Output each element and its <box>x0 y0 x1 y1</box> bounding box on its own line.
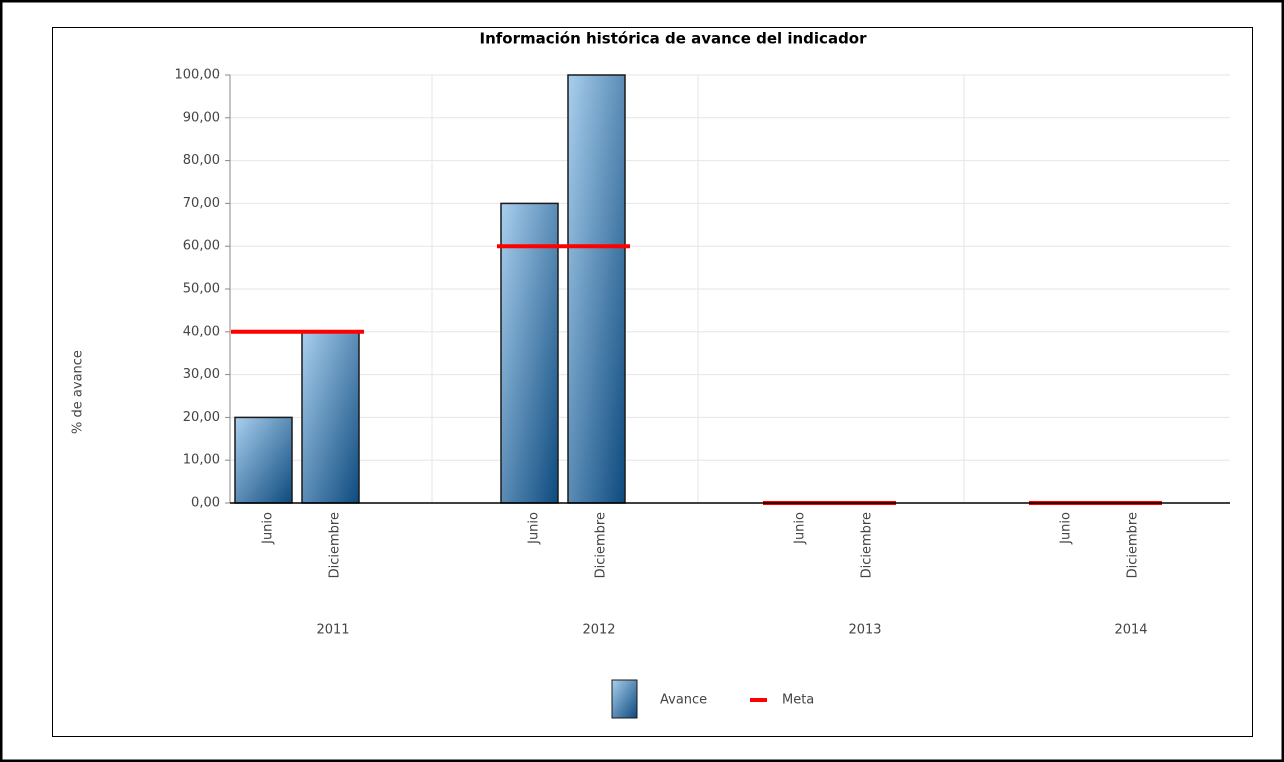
x-tick-label: Junio <box>1059 512 1074 545</box>
bar <box>500 202 559 504</box>
y-tick-label: 20,00 <box>183 410 220 425</box>
bar <box>567 74 626 504</box>
y-tick-label: 70,00 <box>183 196 220 211</box>
group-label: 2014 <box>1114 623 1147 638</box>
x-tick-label: Diciembre <box>328 512 343 578</box>
legend-label: Avance <box>660 693 707 708</box>
y-tick-label: 40,00 <box>183 324 220 339</box>
group-label: 2012 <box>582 623 615 638</box>
y-tick-label: 80,00 <box>183 153 220 168</box>
chart-title: Información histórica de avance del indi… <box>479 30 867 48</box>
chart-frame <box>52 27 1253 737</box>
y-tick-label: 100,00 <box>175 68 221 83</box>
legend-swatch <box>611 679 638 719</box>
bar <box>301 331 360 504</box>
x-tick-label: Junio <box>527 512 542 545</box>
group-label: 2013 <box>848 623 881 638</box>
x-tick-label: Diciembre <box>860 512 875 578</box>
group-label: 2011 <box>316 623 349 638</box>
y-tick-label: 60,00 <box>183 239 220 254</box>
y-tick-label: 30,00 <box>183 367 220 382</box>
bar <box>234 416 293 504</box>
x-tick-label: Diciembre <box>594 512 609 578</box>
y-tick-label: 10,00 <box>183 453 220 468</box>
legend-label: Meta <box>782 693 814 708</box>
y-axis-label: % de avance <box>71 350 86 434</box>
y-tick-label: 50,00 <box>183 282 220 297</box>
y-tick-label: 0,00 <box>191 496 220 511</box>
x-tick-label: Junio <box>793 512 808 545</box>
x-tick-label: Diciembre <box>1126 512 1141 578</box>
x-tick-label: Junio <box>261 512 276 545</box>
y-tick-label: 90,00 <box>183 110 220 125</box>
